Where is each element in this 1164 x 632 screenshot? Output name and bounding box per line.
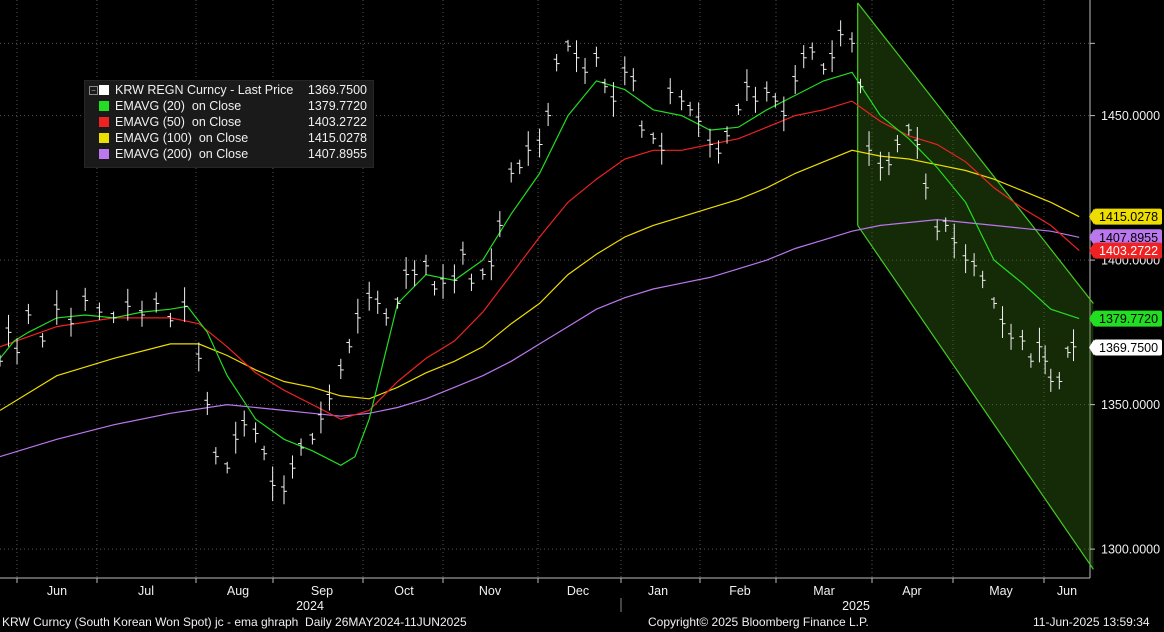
last-value-label: 1415.0278	[1099, 210, 1158, 224]
footer-description: KRW Curncy (South Korean Won Spot) jc - …	[2, 615, 467, 629]
legend-swatch	[99, 85, 109, 95]
legend-row-ema200[interactable]: EMAVG (200) on Close 1407.8955	[89, 146, 369, 162]
legend-swatch	[99, 117, 109, 127]
collapse-icon[interactable]: −	[89, 86, 98, 95]
x-month-label: Mar	[813, 584, 835, 598]
last-value-badge	[1094, 242, 1162, 259]
x-month-label: Nov	[479, 584, 502, 598]
x-month-label: Feb	[729, 584, 751, 598]
y-tick-label: 1350.0000	[1101, 398, 1160, 412]
x-month-label: Sep	[311, 584, 333, 598]
last-value-badge	[1094, 229, 1162, 246]
last-value-badge-pointer	[1089, 242, 1094, 259]
x-month-label: Apr	[902, 584, 921, 598]
x-month-label: Aug	[227, 584, 249, 598]
trend-channel-lower	[857, 225, 1094, 570]
last-value-badge-pointer	[1089, 208, 1094, 225]
legend-swatch	[99, 149, 109, 159]
x-month-label: May	[989, 584, 1013, 598]
legend-row-ema50[interactable]: EMAVG (50) on Close 1403.2722	[89, 114, 369, 130]
x-month-label: Jun	[47, 584, 67, 598]
x-year-label: 2024	[296, 599, 324, 613]
y-tick-label: 1450.0000	[1101, 109, 1160, 123]
series-line-emavg-20	[0, 71, 1080, 466]
legend-name: EMAVG (20) on Close	[115, 99, 242, 113]
legend-swatch	[99, 133, 109, 143]
footer-timestamp: 11-Jun-2025 13:59:34	[1033, 615, 1150, 629]
legend-swatch	[99, 101, 109, 111]
legend-name: EMAVG (50) on Close	[115, 115, 242, 129]
x-month-label: Jun	[1057, 584, 1077, 598]
legend-row-ema20[interactable]: EMAVG (20) on Close 1379.7720	[89, 98, 369, 114]
x-month-label: Dec	[567, 584, 589, 598]
last-value-label: 1369.7500	[1099, 341, 1158, 355]
legend-name: EMAVG (200) on Close	[115, 147, 249, 161]
last-value-label: 1403.2722	[1099, 244, 1158, 258]
x-month-label: Jan	[648, 584, 668, 598]
x-month-label: Oct	[394, 584, 414, 598]
last-value-badge-pointer	[1089, 229, 1094, 246]
last-value-badge-pointer	[1089, 339, 1094, 356]
series-line-emavg-50	[0, 100, 1080, 420]
trend-channel-fill	[857, 2, 1094, 570]
legend-value: 1415.0278	[307, 131, 367, 145]
x-month-label: Jul	[138, 584, 154, 598]
last-value-badge-pointer	[1089, 310, 1094, 327]
chart-legend: − KRW REGN Curncy - Last Price 1369.7500…	[84, 80, 374, 168]
legend-name: EMAVG (100) on Close	[115, 131, 249, 145]
last-value-badge	[1094, 339, 1162, 356]
x-year-label: 2025	[842, 599, 870, 613]
y-tick-label: 1300.0000	[1101, 543, 1160, 557]
last-value-label: 1379.7720	[1099, 312, 1158, 326]
last-value-badge	[1094, 208, 1162, 225]
legend-row-ema100[interactable]: EMAVG (100) on Close 1415.0278	[89, 130, 369, 146]
legend-value: 1407.8955	[307, 147, 367, 161]
legend-row-last-price[interactable]: − KRW REGN Curncy - Last Price 1369.7500	[89, 82, 369, 98]
footer-copyright: Copyright© 2025 Bloomberg Finance L.P.	[648, 615, 869, 629]
trend-channel-upper	[857, 2, 1094, 304]
legend-value: 1403.2722	[307, 115, 367, 129]
last-value-badge	[1094, 310, 1162, 327]
series-line-emavg-200	[0, 218, 1080, 458]
legend-name: KRW REGN Curncy - Last Price	[115, 83, 294, 97]
legend-value: 1369.7500	[307, 83, 367, 97]
legend-value: 1379.7720	[307, 99, 367, 113]
series-line-emavg-100	[0, 149, 1080, 411]
last-value-label: 1407.8955	[1099, 231, 1158, 245]
